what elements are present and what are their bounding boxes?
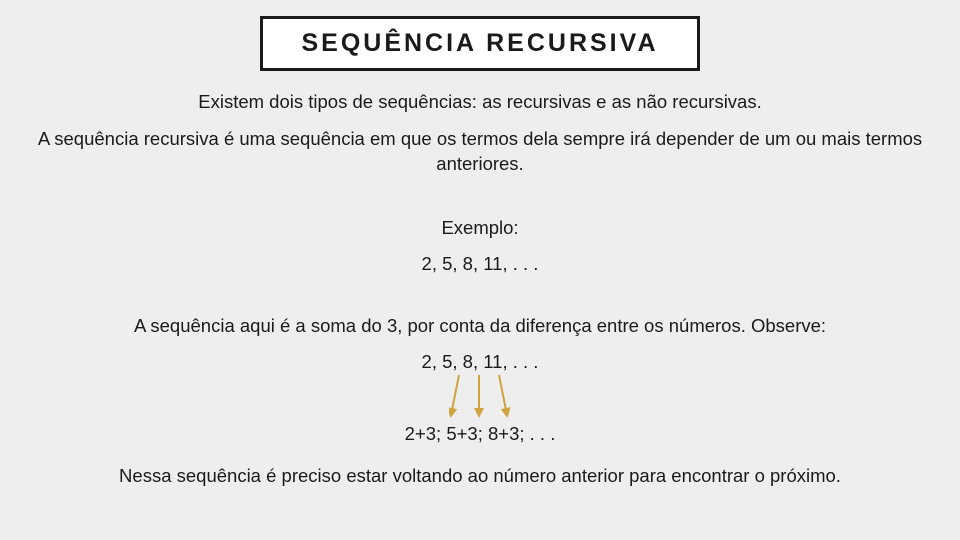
title-box: SEQUÊNCIA RECURSIVA <box>260 16 699 71</box>
page-title: SEQUÊNCIA RECURSIVA <box>301 29 658 58</box>
example-label: Exemplo: <box>30 217 930 239</box>
sequence-with-arrows: 2, 5, 8, 11, . . . <box>422 351 539 373</box>
slide: SEQUÊNCIA RECURSIVA Existem dois tipos d… <box>0 0 960 540</box>
arrows-icon <box>449 373 511 421</box>
closing-text: Nessa sequência é preciso estar voltando… <box>30 465 930 487</box>
sequence-second: 2, 5, 8, 11, . . . <box>422 351 539 373</box>
definition-text: A sequência recursiva é uma sequência em… <box>30 127 930 177</box>
intro-text: Existem dois tipos de sequências: as rec… <box>30 91 930 113</box>
sequence-first: 2, 5, 8, 11, . . . <box>30 253 930 275</box>
observation-text: A sequência aqui é a soma do 3, por cont… <box>30 315 930 337</box>
calculations-line: 2+3; 5+3; 8+3; . . . <box>30 423 930 445</box>
